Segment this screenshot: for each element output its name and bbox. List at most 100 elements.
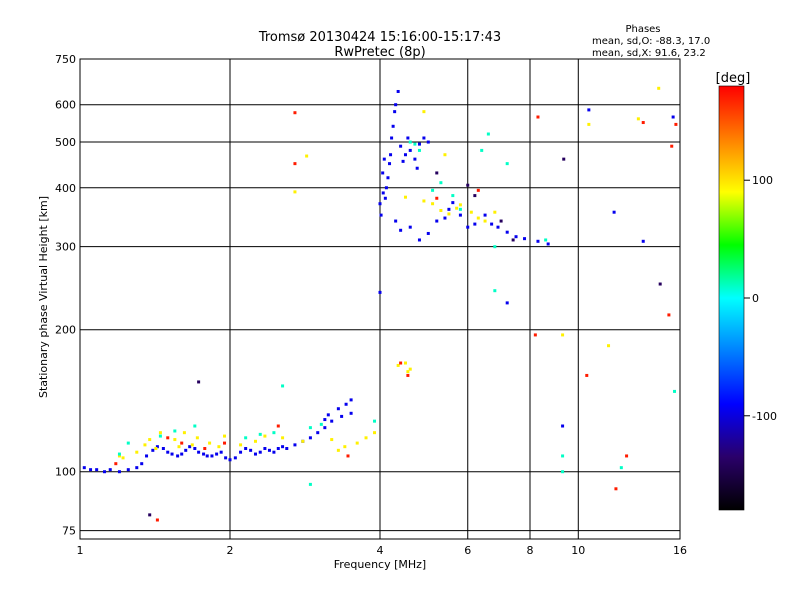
data-point [158,434,162,438]
data-point [439,181,443,185]
data-point [326,413,330,417]
data-point [239,443,243,447]
x-tick-label: 4 [377,544,384,557]
data-point [117,454,121,458]
data-point [379,213,383,217]
data-point [293,190,297,194]
colorbar-label: [deg] [716,71,751,86]
data-point [476,216,480,220]
data-point [658,282,662,286]
data-point [158,431,162,435]
data-point [401,159,405,163]
data-point [135,466,139,470]
data-point [148,513,152,517]
data-point [293,162,297,166]
data-point [585,373,589,377]
y-tick-label: 500 [55,136,76,149]
data-point [114,462,118,466]
data-point [253,439,257,443]
data-point [406,136,410,140]
data-point [473,222,477,226]
data-point [386,176,390,180]
data-point [190,443,194,447]
data-point [197,380,201,384]
data-point [336,407,340,411]
data-point [439,208,443,212]
data-point [355,441,359,445]
data-point [349,411,353,415]
data-point [197,450,201,454]
data-point [126,468,130,472]
data-point [443,216,447,220]
data-point [308,436,312,440]
data-point [657,86,661,90]
data-point [466,225,470,229]
y-tick-label: 100 [55,466,76,479]
y-tick-label: 600 [55,99,76,112]
data-point [281,384,285,388]
data-point [154,446,158,450]
x-tick-label: 1 [77,544,84,557]
data-point [641,239,645,243]
data-point [323,426,327,430]
data-point [476,188,480,192]
data-point [373,431,377,435]
data-point [406,370,410,374]
data-point [455,206,459,210]
data-point [276,446,280,450]
y-axis-label: Stationary phase Virtual Height [km] [37,196,50,398]
data-point [95,468,99,472]
data-point [496,225,500,229]
data-point [391,124,395,128]
data-point [319,422,323,426]
data-point [388,162,392,166]
data-point [263,434,267,438]
data-point [336,448,340,452]
data-point [293,111,297,115]
data-point [431,202,435,206]
data-point [173,429,177,433]
data-point [103,470,107,474]
data-point [458,213,462,217]
chart-title: Tromsø 20130424 15:16:00-15:17:43 [258,30,501,45]
data-point [480,148,484,152]
data-point [267,448,271,452]
data-point [466,183,470,187]
data-point [108,468,112,472]
data-point [224,456,228,460]
data-point [511,238,515,242]
data-point [417,148,421,152]
data-point [166,450,170,454]
data-point [393,110,397,114]
data-point [587,108,591,112]
data-point [483,213,487,217]
data-point [536,115,540,119]
data-point [143,443,147,447]
x-tick-label: 16 [673,544,687,557]
data-point [202,452,206,456]
data-point [396,89,400,93]
data-points [82,86,678,522]
data-point [135,450,139,454]
colorbar-ticks: 100 0 -100 [744,174,777,423]
y-tick-label: 750 [55,53,76,66]
data-point [173,438,177,442]
data-point [443,153,447,157]
data-point [170,452,174,456]
data-point [195,436,199,440]
data-point [180,452,184,456]
data-point [151,448,155,452]
x-tick-labels: 1 2 4 6 8 10 16 [77,544,688,557]
data-point [285,446,289,450]
data-point [607,344,611,348]
data-point [562,157,566,161]
data-point [561,333,565,337]
data-point [523,237,527,241]
data-point [422,199,426,203]
data-point [161,446,165,450]
data-point [533,333,537,337]
data-point [451,194,455,198]
x-tick-label: 6 [464,544,471,557]
y-tick-label: 200 [55,324,76,337]
